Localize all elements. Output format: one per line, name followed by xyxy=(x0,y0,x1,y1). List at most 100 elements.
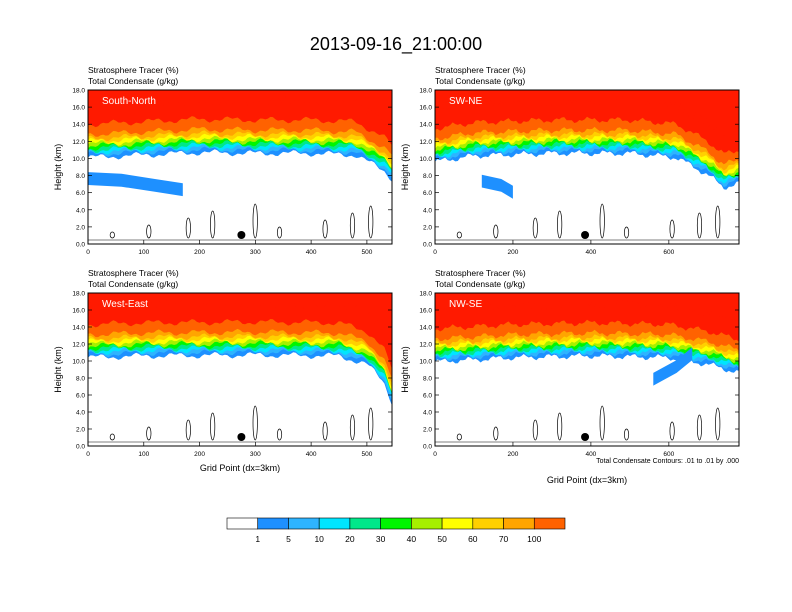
y-tick-label: 8.0 xyxy=(76,173,85,180)
contour-line xyxy=(623,428,630,441)
panel-title-line: Stratosphere Tracer (%) xyxy=(88,268,179,278)
colorbar: 1 5 10 20 30 40 50 60 70 100 xyxy=(226,517,566,544)
contour-line xyxy=(276,226,283,239)
y-tick-label: 0.0 xyxy=(76,444,85,451)
contour-line xyxy=(715,205,721,239)
panel-title-line: Total Condensate (g/kg) xyxy=(88,76,178,86)
y-tick-label: 8.0 xyxy=(76,376,85,383)
y-tick-label: 14.0 xyxy=(72,122,85,129)
contour-line xyxy=(322,219,328,239)
contour-line xyxy=(252,405,258,441)
contour-footnote: Total Condensate Contours: .01 to .01 by… xyxy=(596,458,739,465)
colorbar-label: 30 xyxy=(376,534,386,544)
panel-label: West-East xyxy=(102,299,148,310)
y-tick-label: 6.0 xyxy=(423,393,432,400)
colorbar-label: 40 xyxy=(407,534,417,544)
y-tick-label: 16.0 xyxy=(419,105,432,112)
contour-line xyxy=(599,405,605,441)
y-tick-label: 6.0 xyxy=(76,190,85,197)
colorbar-swatch xyxy=(472,517,504,530)
panel-title-line: Total Condensate (g/kg) xyxy=(435,76,525,86)
x-axis-label: Grid Point (dx=3km) xyxy=(200,463,280,473)
tracer-band xyxy=(88,293,392,369)
contour-line xyxy=(493,224,499,239)
contour-line xyxy=(669,219,675,239)
contour-line xyxy=(557,412,563,441)
colorbar-swatch xyxy=(533,517,566,530)
x-tick-label: 0 xyxy=(433,249,437,256)
y-tick-label: 2.0 xyxy=(76,224,85,231)
tracer-band-top xyxy=(88,90,392,126)
y-tick-label: 16.0 xyxy=(72,105,85,112)
panel-west-east: West-East Stratosphere Tracer (%)Total Co… xyxy=(53,268,393,473)
panel-sw-ne: SW-NE Stratosphere Tracer (%)Total Conden… xyxy=(400,65,740,256)
panel-title-line: Stratosphere Tracer (%) xyxy=(435,268,526,278)
y-tick-label: 18.0 xyxy=(72,88,85,95)
contour-line xyxy=(349,212,356,239)
x-tick-label: 200 xyxy=(508,451,519,458)
low-tracer-patch xyxy=(88,172,183,197)
y-tick-label: 10.0 xyxy=(72,156,85,163)
colorbar-swatch xyxy=(318,517,351,530)
colorbar-swatch xyxy=(411,517,443,530)
y-tick-label: 2.0 xyxy=(423,427,432,434)
contour-line xyxy=(599,203,605,239)
colorbar-label: 20 xyxy=(345,534,355,544)
x-tick-label: 200 xyxy=(508,249,519,256)
y-axis-label: Height (km) xyxy=(53,346,63,393)
x-tick-label: 400 xyxy=(306,249,317,256)
y-tick-label: 2.0 xyxy=(423,224,432,231)
y-tick-label: 4.0 xyxy=(423,207,432,214)
colorbar-label: 50 xyxy=(437,534,447,544)
y-tick-label: 4.0 xyxy=(76,207,85,214)
location-marker xyxy=(237,231,246,239)
y-tick-label: 10.0 xyxy=(72,359,85,366)
contour-line xyxy=(146,224,152,239)
figure-title: 2013-09-16_21:00:00 xyxy=(310,34,482,55)
colorbar-swatch xyxy=(288,517,320,530)
contour-line xyxy=(532,217,538,239)
y-tick-label: 12.0 xyxy=(419,342,432,349)
colorbar-label: 1 xyxy=(255,534,260,544)
contour-line xyxy=(623,226,630,239)
contour-line xyxy=(456,433,462,441)
y-tick-label: 10.0 xyxy=(419,359,432,366)
contour-line xyxy=(349,414,356,441)
y-axis-label: Height (km) xyxy=(53,144,63,191)
x-tick-label: 0 xyxy=(433,451,437,458)
y-tick-label: 18.0 xyxy=(419,291,432,298)
contour-line xyxy=(669,421,675,441)
y-tick-label: 14.0 xyxy=(419,122,432,129)
condensate-contours xyxy=(88,203,392,241)
x-tick-label: 200 xyxy=(194,451,205,458)
x-tick-label: 0 xyxy=(86,451,90,458)
colorbar-label: 5 xyxy=(286,534,291,544)
y-tick-label: 18.0 xyxy=(72,291,85,298)
plot-frame xyxy=(87,89,393,245)
contour-line xyxy=(146,426,152,441)
panel-title-line: Total Condensate (g/kg) xyxy=(88,279,178,289)
y-axis-label: Height (km) xyxy=(400,144,410,191)
plot-frame xyxy=(434,89,740,245)
y-tick-label: 4.0 xyxy=(423,410,432,417)
y-tick-label: 6.0 xyxy=(76,393,85,400)
contour-line xyxy=(368,407,374,441)
contour-line xyxy=(109,231,115,239)
y-tick-label: 16.0 xyxy=(419,308,432,315)
contour-line xyxy=(456,231,462,239)
y-tick-label: 18.0 xyxy=(419,88,432,95)
colorbar-swatch xyxy=(503,517,535,530)
tracer-band xyxy=(435,90,739,154)
tracer-band-top xyxy=(435,90,739,137)
y-tick-label: 2.0 xyxy=(76,427,85,434)
location-marker xyxy=(581,433,590,441)
x-tick-label: 400 xyxy=(585,249,596,256)
panel-title-line: Stratosphere Tracer (%) xyxy=(435,65,526,75)
y-tick-label: 12.0 xyxy=(72,139,85,146)
contour-line xyxy=(696,414,703,441)
y-tick-label: 0.0 xyxy=(76,242,85,249)
y-tick-label: 0.0 xyxy=(423,242,432,249)
y-tick-label: 12.0 xyxy=(419,139,432,146)
location-marker xyxy=(237,433,246,441)
